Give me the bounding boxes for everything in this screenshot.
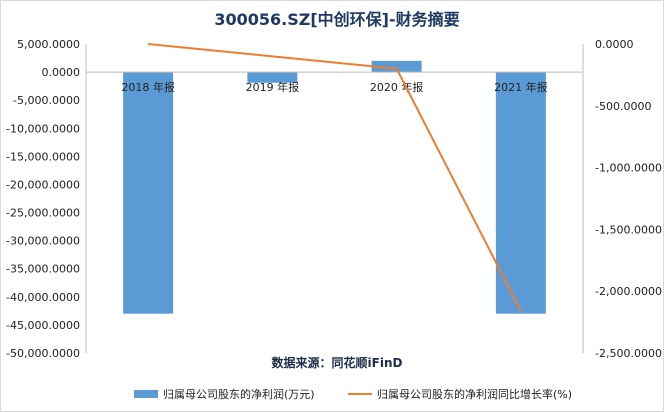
category-label: 2021 年报 [494, 80, 548, 94]
bar-2 [247, 72, 298, 83]
bar-1 [123, 72, 174, 314]
right-tick-label: -1,500.0000 [595, 223, 662, 236]
legend-swatch-bar [134, 390, 158, 398]
category-label: 2019 年报 [246, 80, 300, 94]
bar-3 [371, 60, 422, 73]
left-tick-label: 0.0000 [42, 66, 81, 79]
left-tick-label: -15,000.0000 [6, 150, 80, 163]
left-tick-label: -35,000.0000 [6, 263, 80, 276]
chart-title: 300056.SZ[中创环保]-财务摘要 [214, 10, 459, 29]
legend-label-bar: 归属母公司股东的净利润(万元) [163, 387, 315, 401]
category-label: 2020 年报 [370, 80, 424, 94]
growth-rate-point-4 [520, 310, 522, 312]
growth-rate-line [148, 43, 522, 312]
right-tick-label: -2,500.0000 [595, 347, 662, 360]
source-note: 数据来源：同花顺iFinD [272, 355, 403, 370]
left-tick-label: -50,000.0000 [6, 347, 80, 360]
left-tick-label: -45,000.0000 [6, 319, 80, 332]
right-tick-label: -1,000.0000 [595, 162, 662, 175]
plot-area: 5,000.0000 0.0000 -5,000.0000 -10,000.0000 -… [6, 38, 662, 360]
legend: 归属母公司股东的净利润(万元) 归属母公司股东的净利润同比增长率(%) [134, 387, 572, 401]
growth-rate-point-2 [271, 55, 273, 57]
left-tick-label: -20,000.0000 [6, 178, 80, 191]
bar-4 [495, 72, 546, 314]
right-tick-label: 0.0000 [595, 38, 634, 51]
left-tick-label: -40,000.0000 [6, 291, 80, 304]
left-tick-label: -5,000.0000 [13, 94, 80, 107]
left-tick-label: 5,000.0000 [17, 38, 80, 51]
right-tick-label: -2,000.0000 [595, 285, 662, 298]
left-tick-label: -10,000.0000 [6, 122, 80, 135]
left-tick-label: -30,000.0000 [6, 235, 80, 248]
category-label: 2018 年报 [121, 80, 175, 94]
growth-rate-point-3 [396, 68, 398, 70]
growth-rate-point-1 [147, 43, 149, 45]
legend-label-line: 归属母公司股东的净利润同比增长率(%) [377, 387, 572, 401]
right-tick-label: -500.0000 [595, 100, 651, 113]
left-tick-label: -25,000.0000 [6, 207, 80, 220]
